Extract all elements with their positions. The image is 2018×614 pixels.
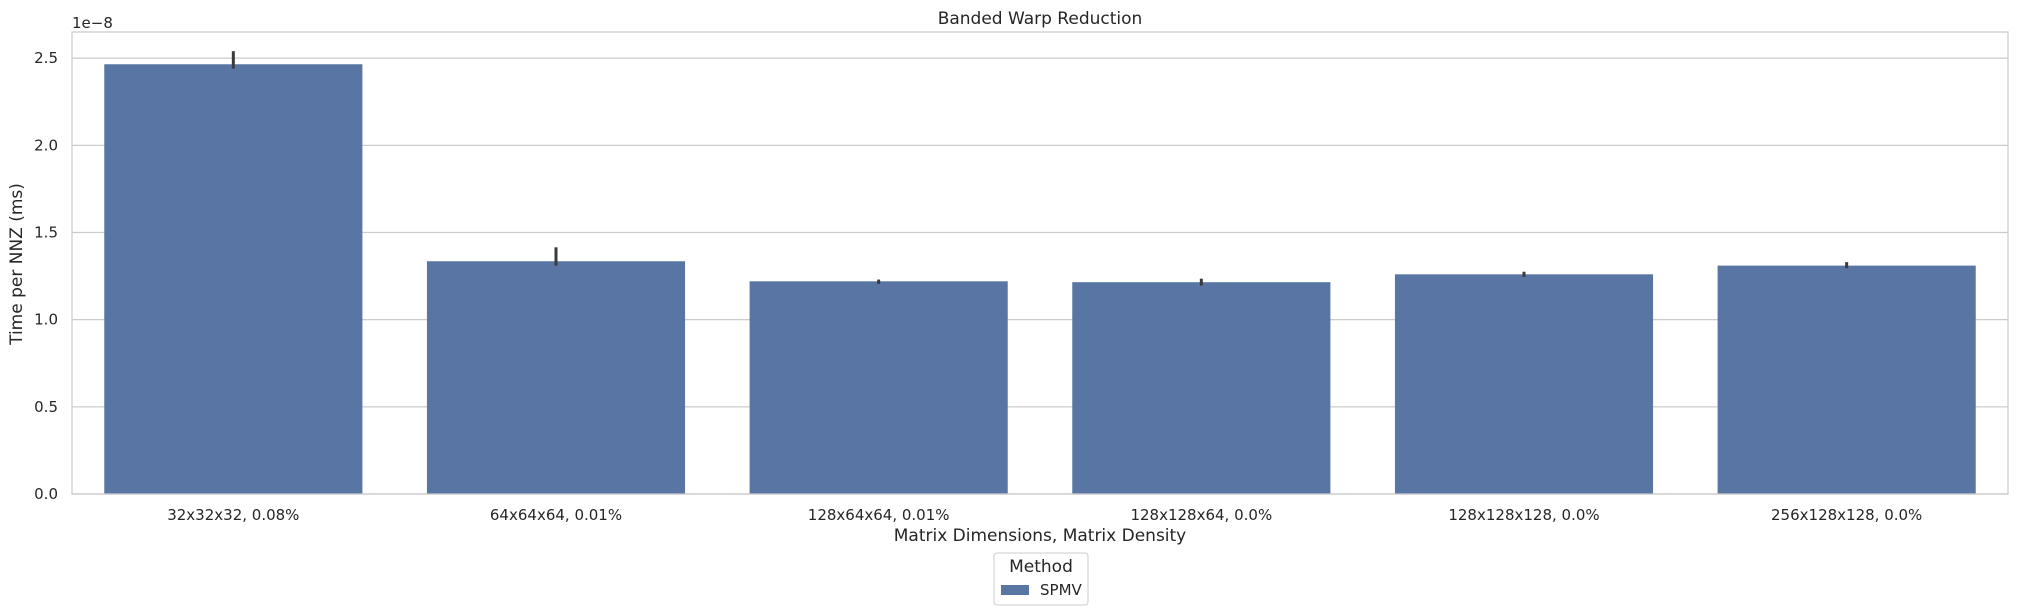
y-tick-label: 2.5 bbox=[34, 49, 58, 67]
y-axis-label: Time per NNZ (ms) bbox=[7, 183, 27, 346]
legend-title: Method bbox=[1009, 557, 1073, 577]
x-tick-label: 128x128x128, 0.0% bbox=[1448, 506, 1599, 524]
x-tick-label: 128x64x64, 0.01% bbox=[808, 506, 950, 524]
x-tick-label: 64x64x64, 0.01% bbox=[490, 506, 622, 524]
y-tick-label: 1.0 bbox=[34, 311, 58, 329]
bar bbox=[1072, 282, 1331, 494]
y-scale-offset: 1e−8 bbox=[72, 14, 113, 32]
y-tick-labels: 0.0 0.5 1.0 1.5 2.0 2.5 bbox=[34, 49, 58, 503]
legend-label-spmv: SPMV bbox=[1040, 581, 1083, 599]
x-axis-label: Matrix Dimensions, Matrix Density bbox=[894, 526, 1187, 546]
bars bbox=[104, 64, 1976, 494]
error-bars bbox=[231, 51, 1849, 286]
bar bbox=[426, 261, 686, 494]
chart-title: Banded Warp Reduction bbox=[938, 9, 1143, 29]
bar bbox=[1717, 265, 1976, 494]
x-tick-label: 32x32x32, 0.08% bbox=[167, 506, 299, 524]
y-tick-label: 0.0 bbox=[34, 485, 58, 503]
plot-frame bbox=[71, 31, 2009, 495]
legend: Method SPMV bbox=[993, 552, 1089, 606]
x-tick-label: 128x128x64, 0.0% bbox=[1130, 506, 1272, 524]
bar bbox=[749, 281, 1008, 494]
x-tick-label: 256x128x128, 0.0% bbox=[1771, 506, 1922, 524]
y-tick-label: 0.5 bbox=[34, 398, 58, 416]
x-tick-labels: 32x32x32, 0.08% 64x64x64, 0.01% 128x64x64,… bbox=[167, 506, 1922, 524]
y-tick-label: 1.5 bbox=[34, 223, 58, 241]
bar bbox=[1394, 274, 1654, 494]
legend-swatch-spmv bbox=[1001, 585, 1029, 595]
y-tick-label: 2.0 bbox=[34, 136, 58, 154]
bar bbox=[104, 64, 363, 494]
